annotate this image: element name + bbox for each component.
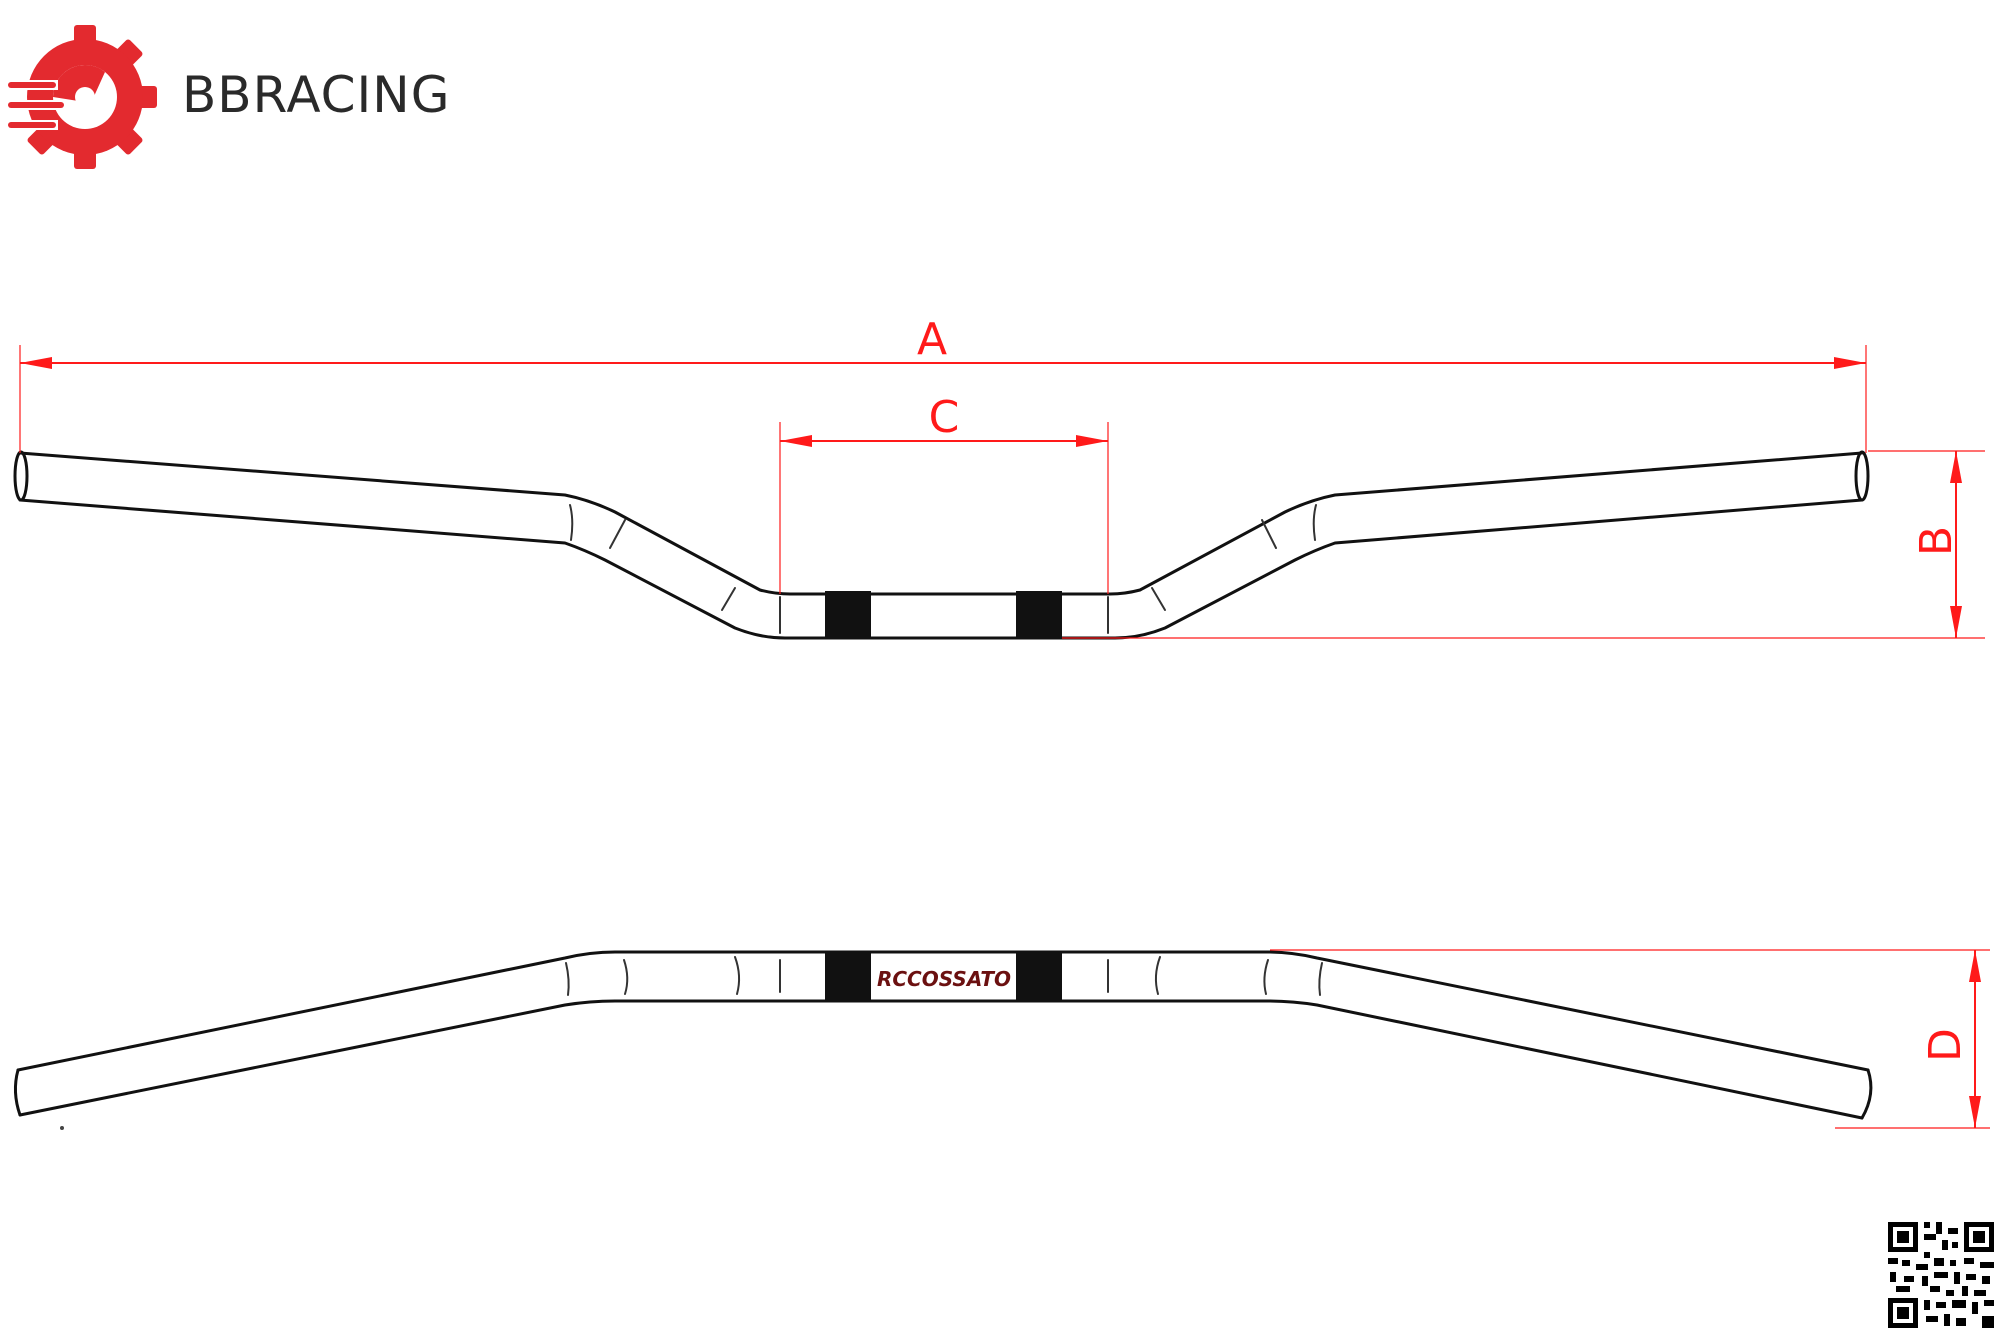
label-b: B <box>1911 526 1962 556</box>
brand-stamp: RCCOSSATO <box>877 967 1011 991</box>
label-d: D <box>1920 1028 1971 1062</box>
clamp-right-front <box>1016 952 1062 1001</box>
clamp-left-front <box>825 952 871 1001</box>
handlebar-front-view: RCCOSSATO <box>13 950 1873 1130</box>
handlebar-top-view <box>13 450 1870 640</box>
brand-name: BBRACING <box>182 66 451 124</box>
qr-code-icon <box>1886 1220 1996 1330</box>
dimension-a: A <box>19 314 1867 453</box>
clamp-left <box>825 591 871 638</box>
dimension-b: B <box>1062 450 1985 639</box>
dimension-d: D <box>1270 949 1990 1129</box>
clamp-right <box>1016 591 1062 638</box>
gear-speed-icon <box>0 25 157 169</box>
label-c: C <box>929 392 960 443</box>
label-a: A <box>917 314 947 365</box>
dimension-c: C <box>779 392 1109 594</box>
